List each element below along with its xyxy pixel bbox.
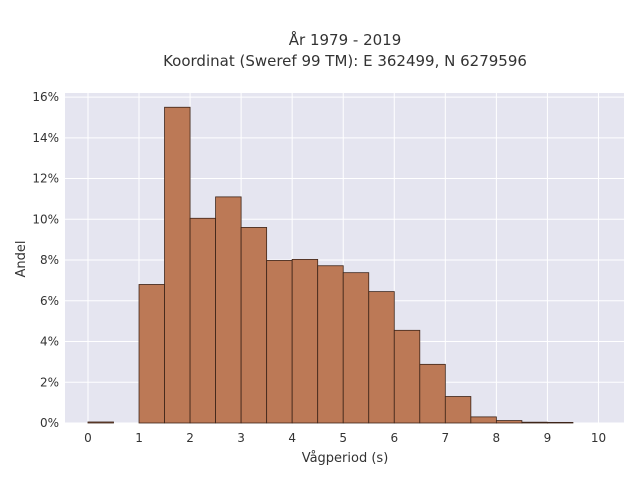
histogram-bar [495,420,523,424]
x-tick-label: 5 [339,431,347,445]
x-tick-label: 2 [186,431,194,445]
histogram-bar [138,284,165,424]
y-tick-label: 14% [32,131,59,145]
y-axis-ticks: 0% 2% 4% 6% 8% 10% 12% 14% 16% [32,90,59,430]
y-tick-label: 2% [40,375,59,389]
histogram-bar [87,421,114,424]
histogram-bar [444,396,472,424]
histogram-bar [393,329,421,424]
histogram-bar [189,217,216,424]
y-tick-label: 16% [32,90,59,104]
y-tick-label: 12% [32,172,59,186]
y-axis-label: Andel [14,241,29,278]
histogram-bar [164,106,191,424]
histogram-bar [368,291,395,424]
histogram-bar [291,259,319,424]
x-tick-label: 10 [591,431,606,445]
histogram-bar [342,272,370,424]
x-axis-ticks: 0 1 2 3 4 5 6 7 8 9 10 [84,431,606,445]
chart-title: År 1979 - 2019 [289,30,402,49]
x-tick-label: 4 [288,431,296,445]
x-axis-label: Vågperiod (s) [302,451,389,466]
bars [87,106,574,424]
x-tick-label: 9 [544,431,552,445]
histogram-bar [470,416,497,424]
histogram-bar [240,227,268,424]
histogram-bar [317,265,344,424]
x-tick-label: 7 [442,431,450,445]
y-tick-label: 0% [40,416,59,430]
y-tick-label: 10% [32,212,59,226]
histogram-bar [215,196,242,424]
x-tick-label: 8 [493,431,501,445]
y-tick-label: 4% [40,335,59,349]
histogram-bar [266,260,293,424]
y-tick-label: 8% [40,253,59,267]
x-tick-label: 1 [135,431,143,445]
x-tick-label: 0 [84,431,92,445]
histogram-bar [521,421,548,424]
chart-subtitle: Koordinat (Sweref 99 TM): E 362499, N 62… [163,52,527,70]
x-tick-label: 6 [390,431,398,445]
histogram-bar [419,363,446,424]
y-tick-label: 6% [40,294,59,308]
x-tick-label: 3 [237,431,245,445]
histogram-bar [547,421,574,424]
